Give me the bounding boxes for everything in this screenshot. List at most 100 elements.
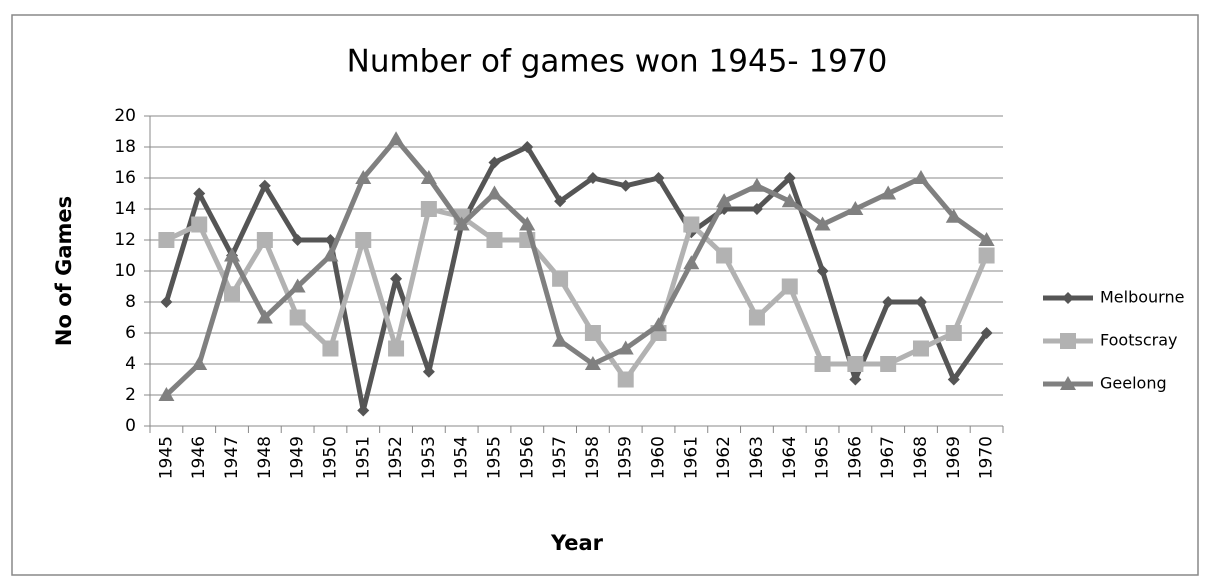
x-axis-label: Year (550, 531, 604, 555)
x-tick-label: 1958 (583, 436, 603, 479)
marker (422, 365, 435, 378)
marker (814, 216, 831, 231)
marker (584, 325, 601, 341)
x-tick-label: 1969 (944, 436, 964, 479)
x-tick-label: 1951 (353, 436, 373, 479)
x-tick-label: 1963 (747, 436, 767, 479)
marker (683, 255, 700, 270)
x-tick-label: 1967 (878, 436, 898, 479)
marker (1060, 333, 1076, 349)
marker (552, 332, 569, 347)
x-tick-label: 1948 (255, 436, 275, 479)
x-tick-label: 1957 (550, 436, 570, 479)
y-tick-label: 18 (114, 137, 136, 157)
marker (486, 232, 503, 248)
marker (880, 356, 897, 372)
marker (783, 172, 796, 184)
x-tick-label: 1945 (156, 436, 176, 479)
x-tick-label: 1955 (484, 436, 504, 479)
x-tick-label: 1953 (419, 436, 439, 479)
marker (847, 356, 864, 372)
y-axis-label: No of Games (52, 196, 76, 346)
marker (488, 156, 501, 169)
marker (880, 185, 897, 200)
marker (814, 356, 831, 372)
x-tick-label: 1970 (977, 436, 997, 479)
marker (978, 247, 995, 264)
marker (256, 309, 273, 324)
y-tick-label: 12 (114, 230, 136, 250)
marker (781, 193, 798, 208)
marker (322, 247, 339, 262)
x-tick-label: 1949 (288, 436, 308, 479)
marker (748, 309, 765, 326)
marker (486, 185, 503, 200)
y-tick-label: 8 (125, 292, 136, 312)
marker (289, 309, 306, 326)
marker (519, 216, 536, 231)
y-tick-label: 14 (114, 199, 136, 219)
marker (388, 131, 405, 146)
marker (420, 170, 437, 184)
marker (584, 356, 601, 370)
x-tick-label: 1961 (681, 436, 701, 479)
marker (322, 340, 339, 357)
marker (980, 327, 993, 339)
marker (158, 387, 175, 401)
y-tick-label: 10 (114, 261, 136, 281)
marker (619, 179, 632, 192)
x-tick-label: 1959 (616, 436, 636, 479)
marker (978, 232, 995, 246)
x-tick-label: 1946 (189, 436, 209, 479)
marker (355, 170, 372, 184)
marker (554, 195, 567, 208)
marker (617, 371, 634, 388)
marker (650, 317, 667, 332)
marker (912, 340, 929, 357)
marker (289, 278, 306, 293)
y-tick-label: 0 (125, 416, 136, 436)
x-tick-label: 1952 (386, 436, 406, 479)
marker (652, 172, 665, 184)
marker (191, 356, 208, 370)
marker (816, 265, 829, 277)
marker (420, 201, 437, 217)
chart-frame (11, 14, 1199, 576)
marker (1062, 292, 1074, 304)
x-tick-label: 1960 (649, 436, 669, 479)
x-tick-label: 1954 (452, 436, 472, 479)
marker (750, 203, 763, 215)
marker (453, 216, 470, 231)
marker (258, 179, 271, 192)
x-tick-label: 1962 (714, 436, 734, 479)
marker (256, 232, 273, 248)
x-tick-label: 1965 (813, 436, 833, 479)
y-tick-label: 4 (125, 354, 136, 374)
y-tick-label: 2 (125, 385, 136, 405)
marker (748, 177, 765, 192)
legend-label: Footscray (1100, 331, 1177, 350)
marker (158, 232, 175, 248)
marker (882, 296, 895, 308)
marker (716, 247, 733, 264)
y-tick-label: 6 (125, 323, 136, 343)
x-tick-label: 1956 (517, 436, 537, 479)
marker (390, 272, 403, 285)
marker (617, 340, 634, 355)
marker (847, 201, 864, 215)
marker (945, 325, 962, 341)
chart-title: Number of games won 1945- 1970 (347, 44, 888, 80)
y-tick-label: 20 (114, 106, 136, 126)
x-tick-label: 1968 (911, 436, 931, 479)
marker (781, 278, 798, 295)
marker (849, 373, 862, 386)
marker (291, 234, 304, 246)
marker (914, 296, 927, 308)
marker (357, 404, 370, 417)
marker (191, 216, 208, 233)
x-tick-label: 1947 (222, 436, 242, 479)
x-tick-label: 1950 (320, 436, 340, 479)
marker (586, 172, 599, 184)
marker (716, 193, 733, 208)
